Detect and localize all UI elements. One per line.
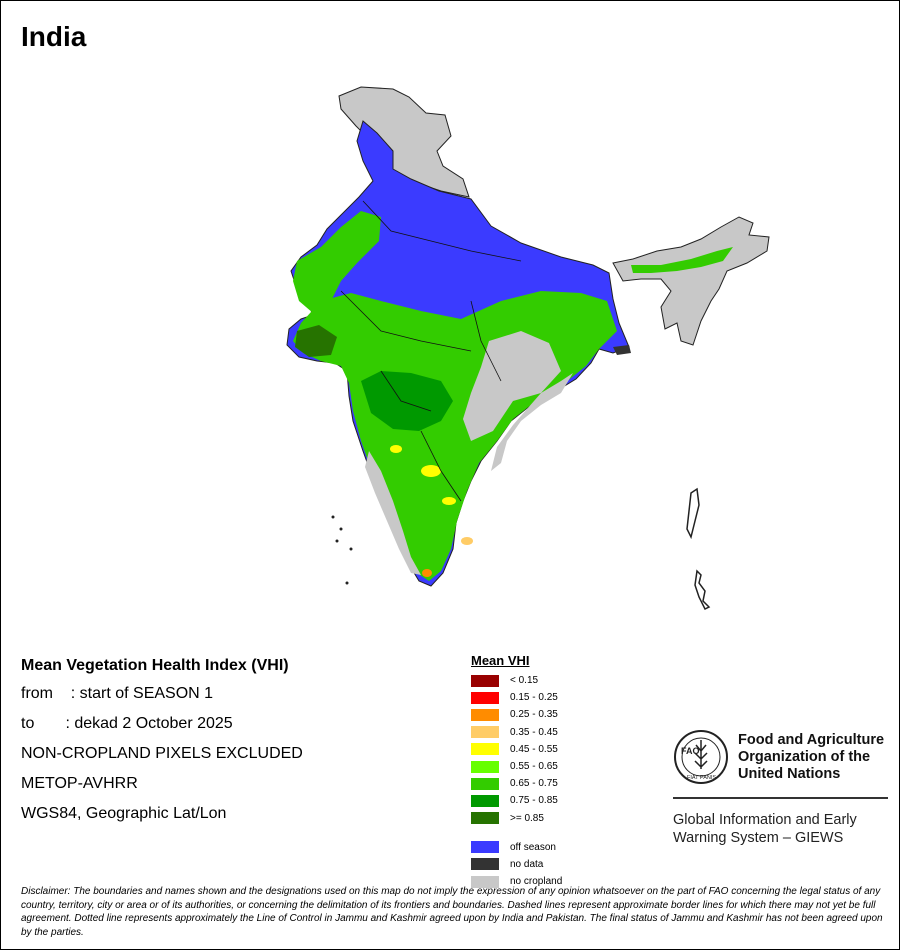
- legend-label: 0.75 - 0.85: [510, 795, 558, 807]
- vhi-low-patch: [422, 569, 432, 577]
- legend-entry: 0.35 - 0.45: [471, 724, 651, 741]
- legend-entry: off season: [471, 839, 651, 856]
- index-heading: Mean Vegetation Health Index (VHI): [21, 657, 289, 674]
- fao-name-line1: Food and Agriculture: [738, 731, 885, 748]
- kutch-dark-green: [295, 325, 337, 357]
- fao-logo-text: FAO: [681, 746, 700, 756]
- fao-name-line3: United Nations: [738, 765, 841, 782]
- period-to: to : dekad 2 October 2025: [21, 715, 233, 732]
- legend-entry: no data: [471, 856, 651, 873]
- legend-entry: 0.65 - 0.75: [471, 775, 651, 792]
- eastern-grey-patch: [463, 331, 561, 441]
- fao-name: Food and Agriculture Organization of the…: [738, 732, 884, 783]
- map-info-block: Mean Vegetation Health Index (VHI) from …: [21, 657, 441, 833]
- state-boundaries: [340, 200, 522, 502]
- lakshadweep-island: [349, 547, 353, 551]
- legend-swatch: [471, 674, 499, 687]
- legend-label: 0.25 - 0.35: [510, 709, 558, 721]
- legend-entry: 0.25 - 0.35: [471, 706, 651, 723]
- andaman-islands: [686, 487, 700, 540]
- divider: [673, 797, 888, 799]
- period-from: from : start of SEASON 1: [21, 685, 214, 702]
- vhi-moderate-patch: [390, 445, 402, 453]
- legend-label: 0.55 - 0.65: [510, 761, 558, 773]
- central-cropland: [293, 291, 617, 581]
- vhi-moderate-patch: [442, 497, 456, 505]
- legend-entry: 0.15 - 0.25: [471, 689, 651, 706]
- legend-entry: >= 0.85: [471, 810, 651, 827]
- vhi-moderate-patch: [461, 537, 473, 545]
- western-ghats-grey: [365, 451, 421, 575]
- legend-swatch: [471, 760, 499, 773]
- legend-swatch: [471, 858, 499, 871]
- legend-swatch: [471, 708, 499, 721]
- giews-line1: Global Information and Early: [673, 812, 857, 828]
- dark-green-core: [361, 371, 453, 431]
- legend-label: >= 0.85: [510, 812, 544, 824]
- assam-cropland: [631, 247, 733, 273]
- exclusion-note: NON-CROPLAND PIXELS EXCLUDED: [21, 745, 303, 762]
- map-title: India: [21, 21, 87, 52]
- legend-swatch: [471, 841, 499, 854]
- legend-label: off season: [510, 841, 556, 853]
- legend-entry: < 0.15: [471, 672, 651, 689]
- western-cropland: [293, 211, 381, 313]
- legend-label: no data: [510, 858, 544, 870]
- fao-branding: FAO FIAT PANIS Food and Agriculture Orga…: [673, 729, 893, 847]
- fao-logo: FAO FIAT PANIS: [674, 730, 728, 784]
- giews-line2: Warning System – GIEWS: [673, 830, 844, 846]
- india-vhi-map: [286, 86, 770, 611]
- legend-swatch: [471, 691, 499, 704]
- legend-swatch: [471, 812, 499, 825]
- lakshadweep-island: [331, 515, 335, 519]
- legend-entry: 0.75 - 0.85: [471, 792, 651, 809]
- legend-swatch: [471, 794, 499, 807]
- legend-entry: no cropland: [471, 873, 651, 890]
- fao-logo-motto: FIAT PANIS: [687, 775, 716, 781]
- legend-label: 0.15 - 0.25: [510, 692, 558, 704]
- legend-label: < 0.15: [510, 675, 539, 687]
- legend-entry: 0.55 - 0.65: [471, 758, 651, 775]
- disclaimer-text: Disclaimer: The boundaries and names sho…: [21, 886, 883, 938]
- vhi-moderate-patch: [421, 465, 441, 477]
- legend-label: 0.35 - 0.45: [510, 726, 558, 738]
- legend-swatch: [471, 777, 499, 790]
- legend-label: 0.65 - 0.75: [510, 778, 558, 790]
- legend-title: Mean VHI: [471, 653, 530, 668]
- no-data-patch: [613, 345, 631, 355]
- nicobar-islands: [694, 569, 711, 611]
- coastal-east-grey: [491, 373, 573, 471]
- projection-label: WGS84, Geographic Lat/Lon: [21, 805, 227, 822]
- lakshadweep-island: [345, 581, 349, 585]
- legend-swatch: [471, 875, 499, 888]
- legend-label: no cropland: [510, 876, 563, 888]
- legend-swatch: [471, 743, 499, 756]
- fao-name-line2: Organization of the: [738, 748, 871, 765]
- legend-entry: 0.45 - 0.55: [471, 741, 651, 758]
- northeast-india: [612, 216, 770, 346]
- lakshadweep-island: [339, 527, 343, 531]
- legend-label: 0.45 - 0.55: [510, 743, 558, 755]
- vhi-legend: Mean VHI < 0.15 0.15 - 0.25 0.25 - 0.35 0.3…: [471, 653, 651, 890]
- giews-name: Global Information and Early Warning Sys…: [673, 811, 893, 847]
- legend-swatch: [471, 726, 499, 739]
- lakshadweep-island: [335, 539, 339, 543]
- sensor-label: METOP-AVHRR: [21, 775, 138, 792]
